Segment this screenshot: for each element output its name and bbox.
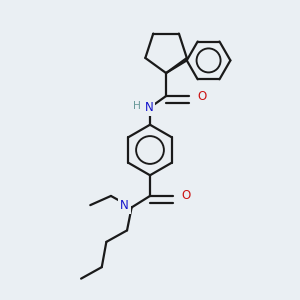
Text: H: H: [134, 101, 141, 111]
Text: N: N: [120, 199, 129, 212]
Text: N: N: [145, 101, 153, 114]
Text: O: O: [197, 89, 206, 103]
Text: O: O: [181, 189, 190, 203]
